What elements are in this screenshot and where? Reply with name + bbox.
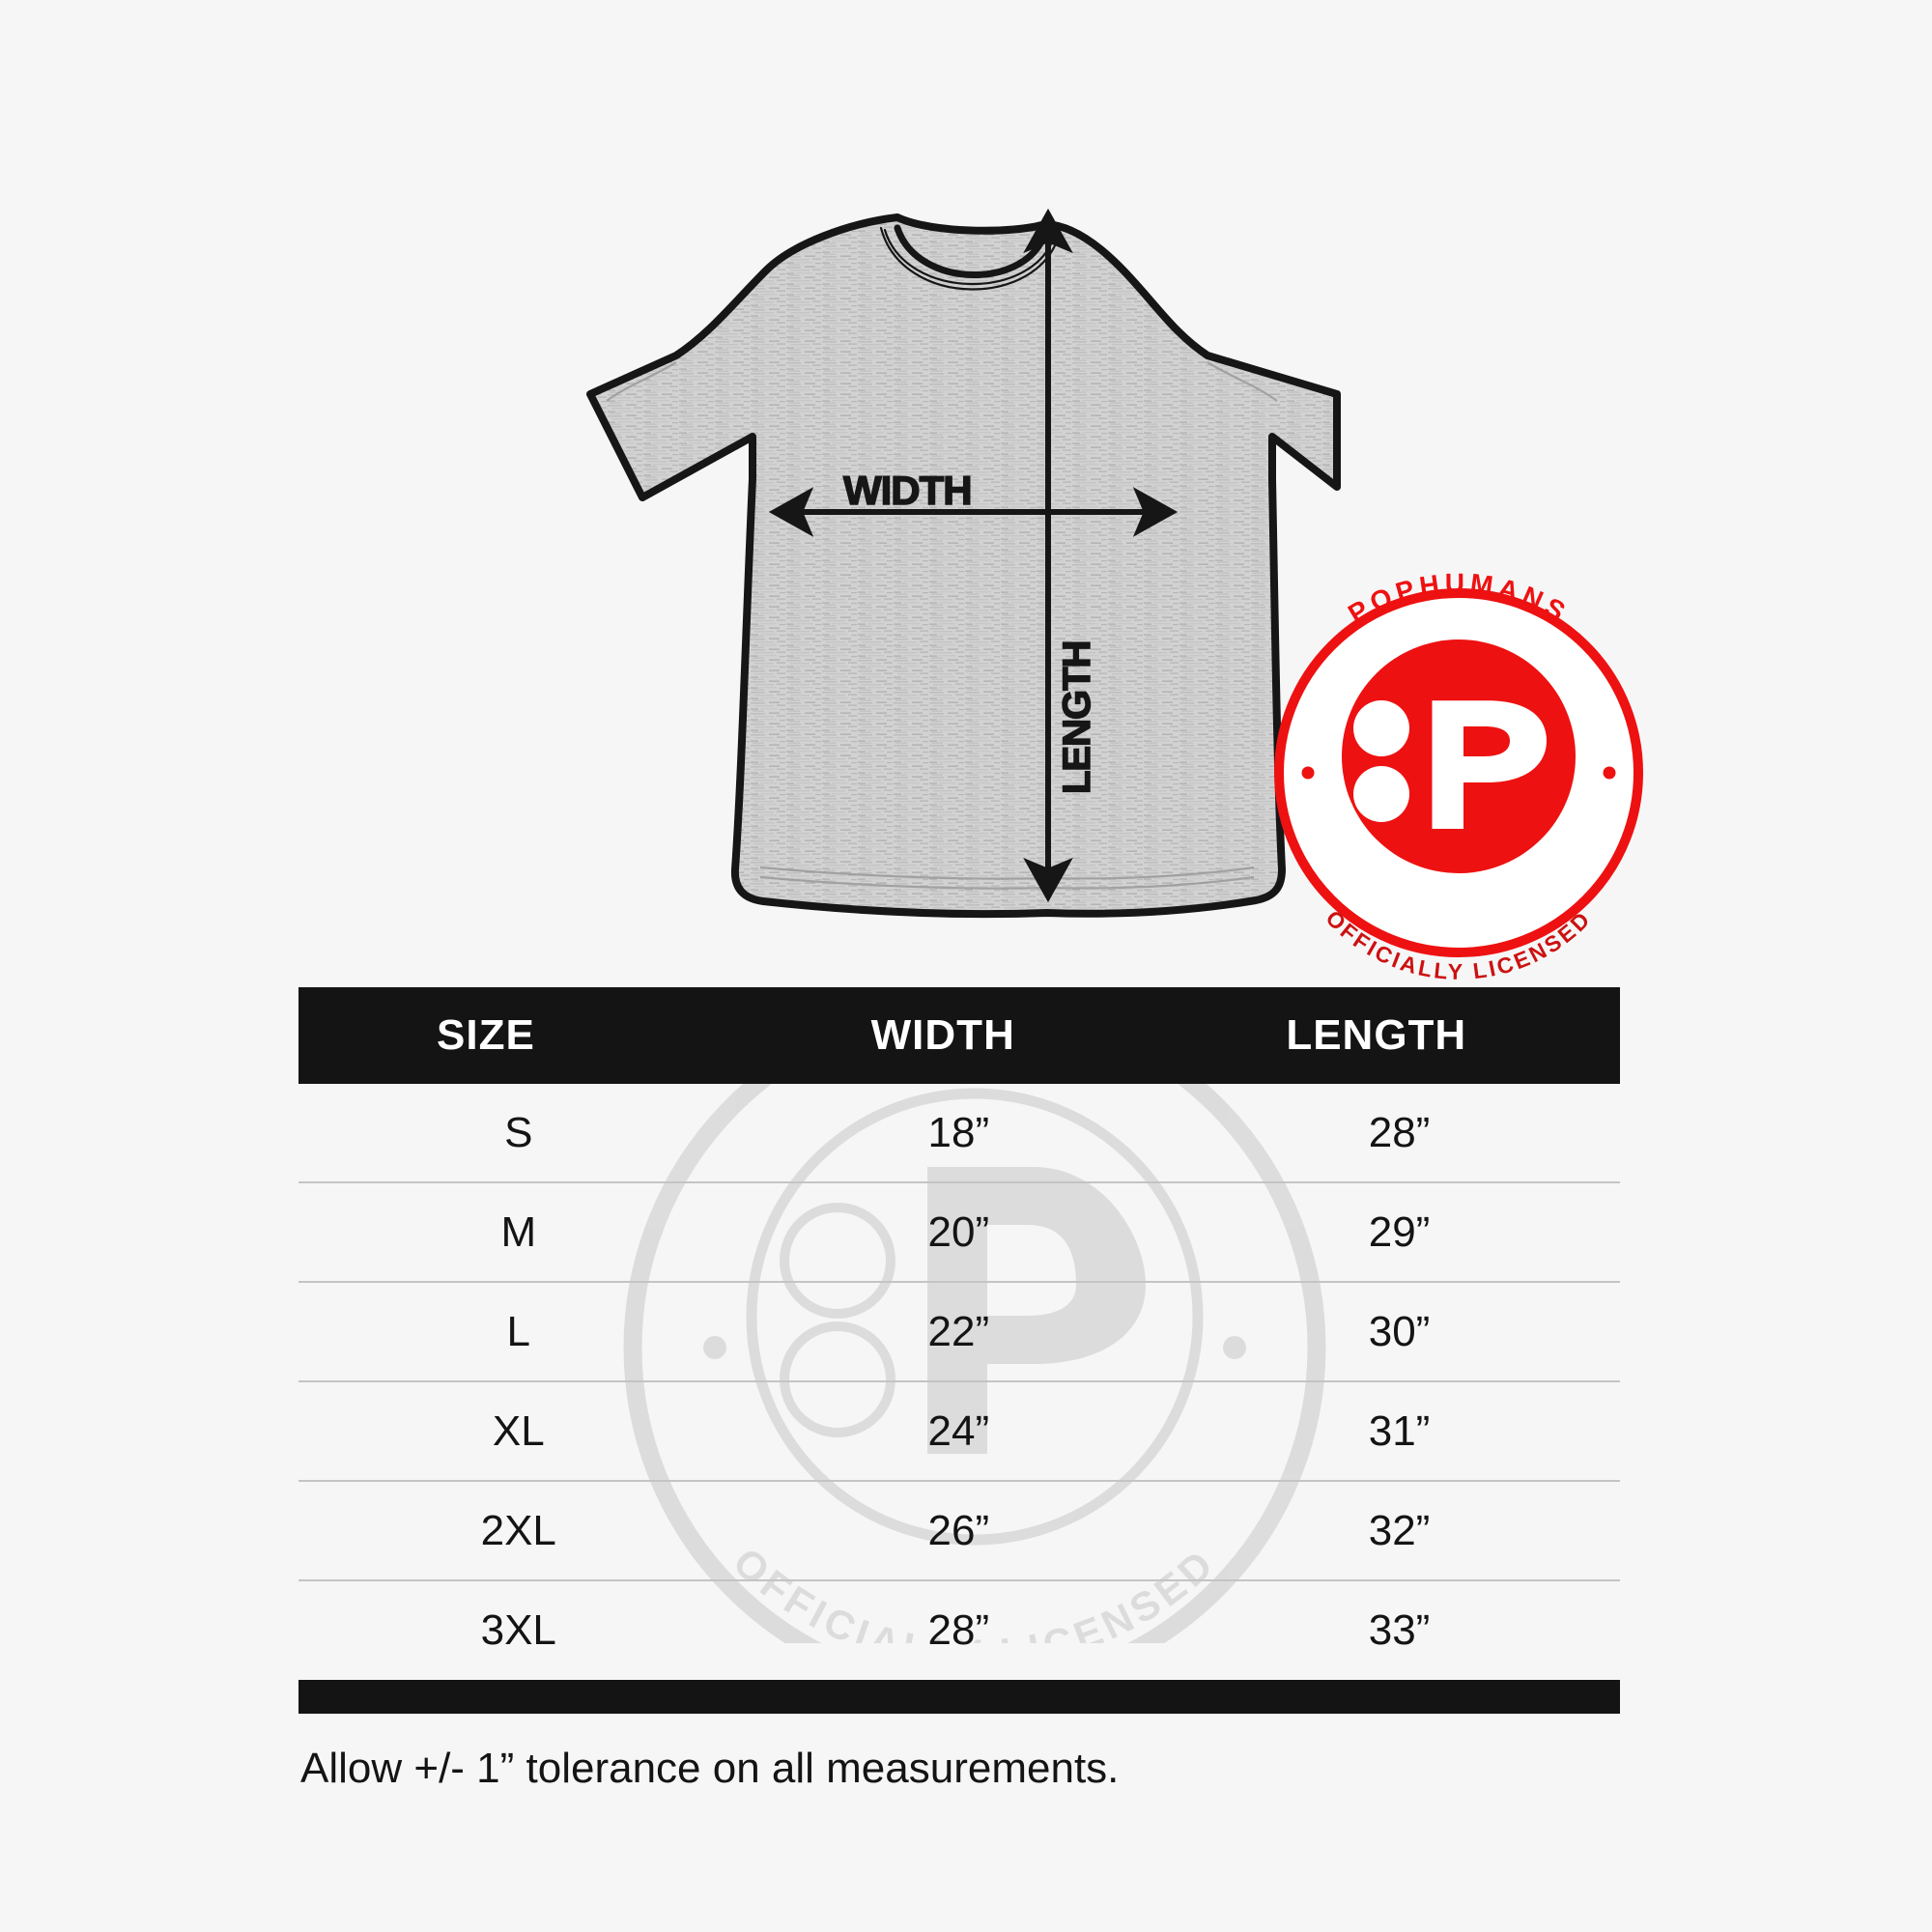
svg-text:LENGTH: LENGTH: [1056, 641, 1098, 794]
svg-text:WIDTH: WIDTH: [843, 468, 972, 513]
